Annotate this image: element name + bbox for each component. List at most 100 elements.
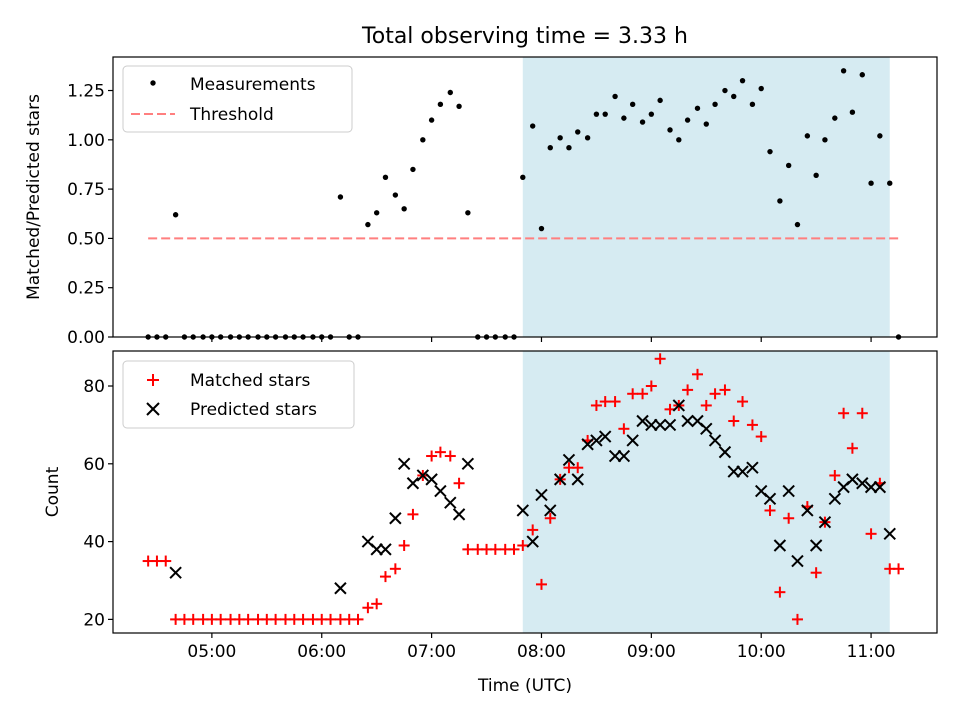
measurement-points	[145, 68, 902, 340]
measurement-point	[712, 101, 718, 108]
predicted-star-point	[736, 465, 749, 478]
bottom-chart: 20 40 60 80 05:00 06:00 07:00 08:00 09:00 10:00 1…	[43, 350, 938, 696]
matched-star-point	[270, 613, 282, 625]
measurement-point	[648, 111, 655, 117]
predicted-star-point	[389, 512, 402, 525]
predicted-star-point	[169, 566, 182, 579]
predicted-star-point	[727, 465, 740, 478]
predicted-star-point	[598, 430, 612, 443]
matched-star-point	[791, 613, 803, 625]
measurement-point	[739, 77, 746, 84]
x-tick-label: 06:00	[297, 642, 346, 662]
bottom-x-axis: 05:00 06:00 07:00 08:00 09:00 10:00 11:00	[187, 633, 896, 662]
predicted-star-point	[809, 539, 823, 552]
measurement-point	[447, 89, 453, 96]
predicted-star-point	[526, 535, 539, 548]
matched-star-point	[774, 586, 786, 598]
y-tick-label: 1.00	[67, 131, 105, 151]
matched-star-point	[187, 613, 199, 625]
matched-star-point	[489, 543, 501, 555]
matched-star-point	[719, 384, 731, 396]
predicted-star-point	[452, 508, 466, 521]
x-tick-label: 08:00	[517, 642, 566, 662]
legend-measurements-marker	[150, 80, 156, 86]
matched-star-point	[462, 543, 474, 555]
predicted-star-point	[516, 504, 530, 517]
y-tick-label: 0.75	[67, 180, 105, 200]
predicted-star-point	[828, 492, 842, 506]
predicted-star-point	[791, 554, 804, 568]
predicted-star-point	[856, 477, 869, 490]
predicted-star-point	[461, 457, 475, 471]
matched-star-point	[517, 539, 529, 551]
x-tick-label: 07:00	[407, 642, 456, 662]
predicted-star-point	[672, 399, 686, 412]
measurement-point	[547, 145, 553, 151]
matched-star-point	[746, 419, 758, 431]
measurement-point	[758, 85, 764, 92]
matched-star-point	[709, 388, 721, 400]
legend-threshold-label: Threshold	[189, 105, 274, 125]
measurement-point	[410, 166, 416, 173]
measurement-point	[804, 133, 811, 139]
y-tick-label: 0.50	[67, 229, 105, 249]
measurement-point	[832, 115, 838, 121]
measurement-point	[722, 87, 728, 94]
bottom-plot-frame	[112, 350, 938, 634]
y-tick-label: 1.25	[67, 82, 105, 102]
matched-star-point	[618, 423, 630, 435]
measurement-point	[877, 133, 883, 139]
matched-star-point	[407, 508, 419, 520]
matched-star-point	[572, 462, 584, 474]
predicted-star-point	[425, 473, 438, 486]
predicted-star-point	[718, 445, 732, 459]
measurement-point	[822, 137, 828, 143]
measurement-point	[694, 105, 701, 111]
predicted-star-point	[416, 469, 430, 482]
y-tick-label: 40	[83, 533, 105, 553]
matched-star-point	[590, 399, 602, 411]
predicted-star-point	[636, 414, 649, 428]
top-chart: 0.00 0.25 0.50 0.75 1.00 1.25 Matched/Predict…	[24, 56, 938, 348]
predicted-star-point	[708, 434, 722, 447]
matched-star-point	[627, 388, 639, 400]
top-legend-box	[122, 65, 353, 133]
y-tick-label: 60	[83, 455, 105, 475]
measurement-point	[520, 174, 526, 180]
top-plot-frame	[112, 56, 938, 338]
measurement-point	[529, 123, 536, 129]
matched-star-point	[764, 504, 776, 516]
x-tick-label: 10:00	[737, 642, 786, 662]
legend-predicted-marker	[146, 402, 160, 416]
measurement-point	[621, 115, 627, 121]
measurement-point	[557, 135, 563, 141]
matched-star-point	[838, 407, 850, 419]
legend-measurements-label: Measurements	[190, 75, 316, 95]
matched-star-point	[783, 512, 795, 524]
matched-star-point	[846, 442, 858, 454]
bottom-y-axis: 20 40 60 80	[83, 377, 113, 630]
measurement-point	[337, 194, 344, 200]
measurement-point	[887, 180, 893, 186]
predicted-star-point	[444, 496, 457, 509]
measurement-point	[172, 212, 179, 218]
matched-star-point	[379, 571, 391, 583]
predicted-star-point	[535, 488, 548, 502]
matched-star-point	[160, 555, 172, 567]
measurement-point	[428, 117, 435, 123]
predicted-star-point	[700, 422, 713, 436]
predicted-star-point	[653, 418, 667, 432]
matched-star-point	[362, 602, 374, 614]
predicted-star-point	[782, 484, 795, 498]
top-y-axis: 0.00 0.25 0.50 0.75 1.00 1.25	[67, 82, 113, 348]
bottom-y-axis-label: Count	[43, 466, 63, 517]
matched-star-point	[444, 450, 456, 462]
top-x-axis	[211, 337, 872, 342]
predicted-star-point	[562, 453, 576, 467]
matched-star-point	[682, 384, 694, 396]
measurement-point	[629, 101, 636, 108]
predicted-star-point	[864, 480, 878, 494]
predicted-star-point	[434, 484, 447, 498]
measurement-point	[639, 119, 646, 125]
